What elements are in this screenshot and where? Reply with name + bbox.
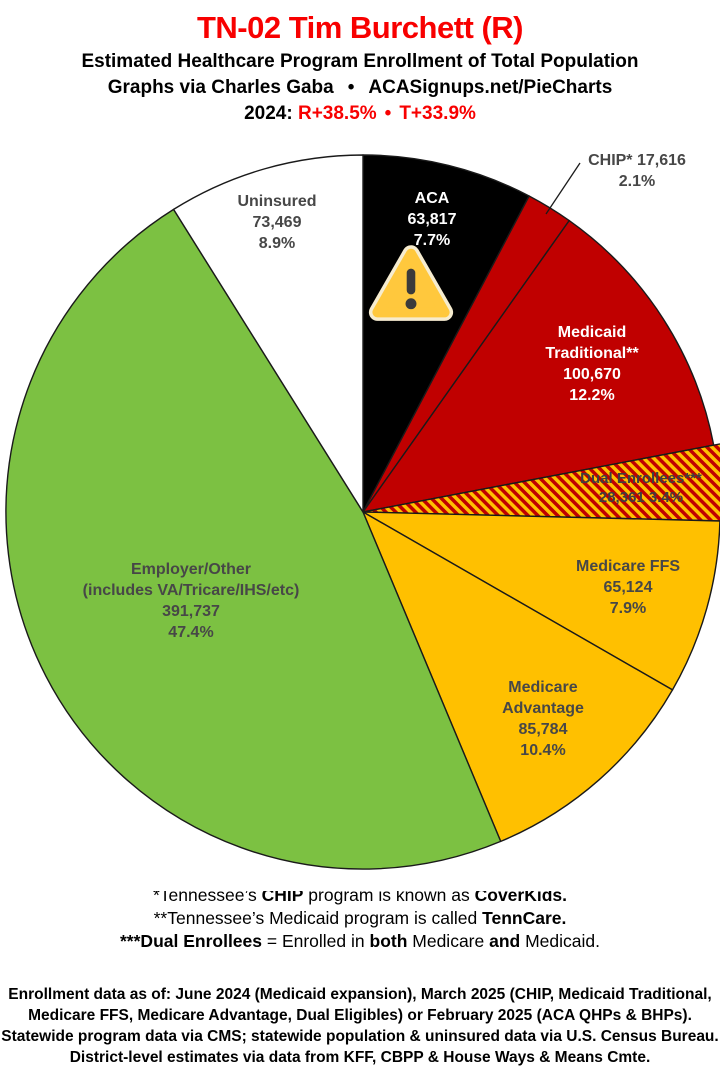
- footnote-line: ***Dual Enrollees = Enrolled in both Med…: [0, 930, 720, 953]
- footnote-segment: TennCare.: [482, 908, 567, 928]
- footnote-segment: = Enrolled in: [262, 931, 370, 951]
- page-title: TN-02 Tim Burchett (R): [196, 10, 524, 45]
- pie-slice-employer-other: [5, 208, 502, 870]
- footnotes: *Tennessee’s CHIP program is known as Co…: [0, 884, 720, 953]
- footnote-segment: Medicare: [407, 931, 490, 951]
- pie-slice-aca: [362, 154, 530, 513]
- source-note-line: District-level estimates via data from K…: [69, 1049, 651, 1066]
- pie-slice-medicaid-traditional: [362, 219, 715, 513]
- warning-triangle-icon: [368, 245, 454, 321]
- partisan-t-lean: T+33.9%: [399, 103, 476, 124]
- credit-author: Graphs via Charles Gaba: [107, 77, 334, 98]
- pie-slice-medicare-ffs: [362, 511, 720, 691]
- pie-slice-medicare-advantage: [362, 511, 674, 843]
- chart-subtitle: Estimated Healthcare Program Enrollment …: [81, 51, 639, 72]
- source-note: Enrollment data as of: June 2024 (Medica…: [0, 984, 720, 1068]
- credit-site: ACASignups.net/PieCharts: [368, 77, 613, 98]
- chip-callout-line: [545, 162, 581, 215]
- bullet-separator: •: [347, 77, 355, 98]
- footnote-segment: both: [369, 931, 408, 951]
- footnote-segment: Medicaid.: [520, 931, 600, 951]
- pie-slice-dual-enrollees: [362, 443, 720, 522]
- source-note-line: Medicare FFS, Medicare Advantage, Dual E…: [28, 1007, 692, 1024]
- footnote-segment: **Tennessee’s Medicaid program is called: [153, 908, 483, 928]
- partisan-r-lean: R+38.5%: [297, 103, 377, 124]
- pie-slice-uninsured: [172, 154, 364, 513]
- footnote-segment: and: [489, 931, 521, 951]
- clip-artifact: [130, 884, 600, 891]
- source-note-line: Statewide program data via CMS; statewid…: [1, 1028, 719, 1045]
- footnote-line: **Tennessee’s Medicaid program is called…: [0, 907, 720, 930]
- credit-line: Graphs via Charles Gaba • ACASignups.net/P…: [0, 77, 720, 99]
- partisan-lean-line: 2024: R+38.5% • T+33.9%: [0, 103, 720, 125]
- partisan-year: 2024:: [244, 103, 293, 124]
- footnote-segment: ***Dual Enrollees: [120, 931, 262, 951]
- bullet-separator: •: [384, 103, 392, 124]
- source-note-line: Enrollment data as of: June 2024 (Medica…: [8, 986, 712, 1003]
